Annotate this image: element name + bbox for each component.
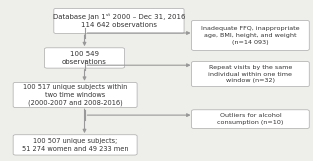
FancyBboxPatch shape bbox=[54, 8, 184, 33]
Text: Inadequate FFQ, inappropriate
age, BMI, height, and weight
(n=14 093): Inadequate FFQ, inappropriate age, BMI, … bbox=[201, 26, 300, 45]
FancyBboxPatch shape bbox=[192, 62, 309, 87]
Text: 100 517 unique subjects within
two time windows
(2000-2007 and 2008-2016): 100 517 unique subjects within two time … bbox=[23, 84, 127, 106]
FancyBboxPatch shape bbox=[44, 48, 125, 68]
FancyBboxPatch shape bbox=[13, 135, 137, 155]
Text: 100 549
observations: 100 549 observations bbox=[62, 51, 107, 65]
FancyBboxPatch shape bbox=[192, 110, 309, 128]
Text: Repeat visits by the same
individual within one time
window (n=32): Repeat visits by the same individual wit… bbox=[208, 65, 292, 83]
Text: Outliers for alcohol
consumption (n=10): Outliers for alcohol consumption (n=10) bbox=[217, 113, 284, 125]
FancyBboxPatch shape bbox=[192, 20, 309, 50]
FancyBboxPatch shape bbox=[13, 82, 137, 108]
Text: 100 507 unique subjects;
51 274 women and 49 233 men: 100 507 unique subjects; 51 274 women an… bbox=[22, 138, 128, 152]
Text: Database Jan 1ˢᵗ 2000 – Dec 31, 2016
114 642 observations: Database Jan 1ˢᵗ 2000 – Dec 31, 2016 114… bbox=[53, 13, 185, 28]
